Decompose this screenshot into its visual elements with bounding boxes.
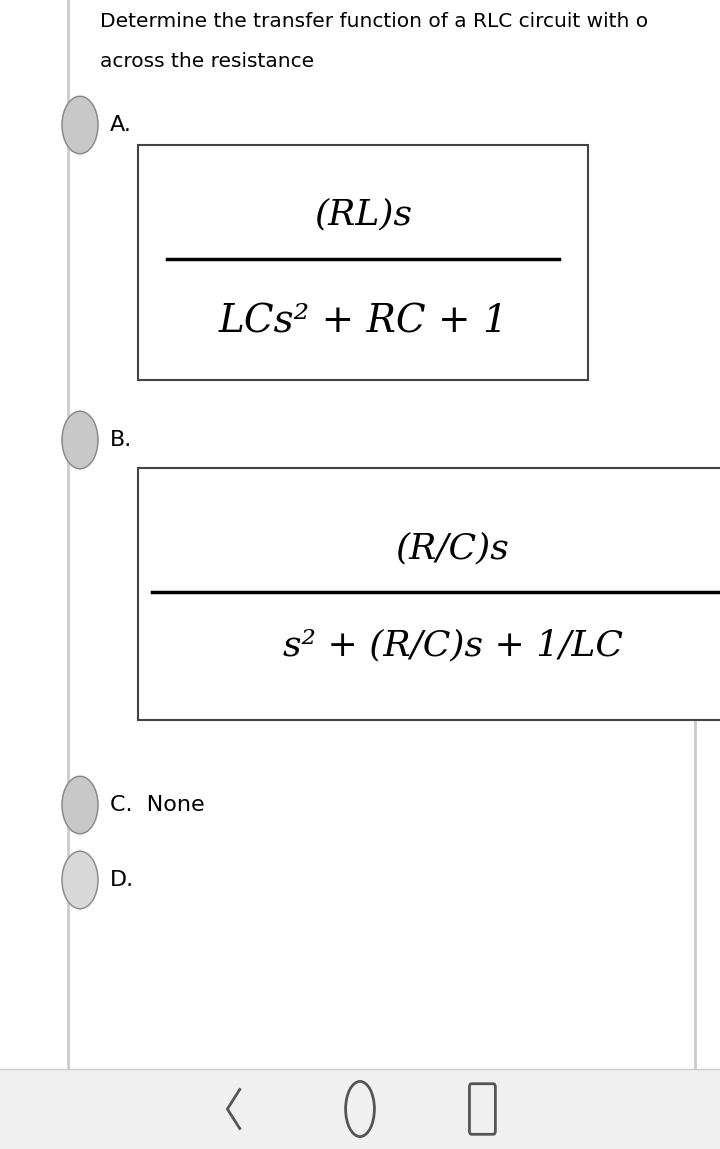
FancyBboxPatch shape bbox=[138, 145, 588, 380]
Text: D.: D. bbox=[110, 870, 134, 890]
Text: (RL)s: (RL)s bbox=[314, 198, 412, 231]
Circle shape bbox=[62, 777, 98, 834]
Circle shape bbox=[62, 411, 98, 469]
Text: Determine the transfer function of a RLC circuit with o: Determine the transfer function of a RLC… bbox=[100, 11, 648, 31]
Text: LCs² + RC + 1: LCs² + RC + 1 bbox=[218, 303, 508, 341]
FancyBboxPatch shape bbox=[0, 1069, 720, 1149]
Circle shape bbox=[62, 97, 98, 154]
Text: (R/C)s: (R/C)s bbox=[395, 531, 509, 565]
FancyBboxPatch shape bbox=[138, 468, 720, 720]
Text: across the resistance: across the resistance bbox=[100, 52, 314, 71]
FancyBboxPatch shape bbox=[68, 0, 695, 1069]
Text: C.  None: C. None bbox=[110, 795, 204, 815]
Text: B.: B. bbox=[110, 430, 132, 450]
Text: A.: A. bbox=[110, 115, 132, 134]
Text: s² + (R/C)s + 1/LC: s² + (R/C)s + 1/LC bbox=[282, 629, 623, 663]
Circle shape bbox=[62, 851, 98, 909]
